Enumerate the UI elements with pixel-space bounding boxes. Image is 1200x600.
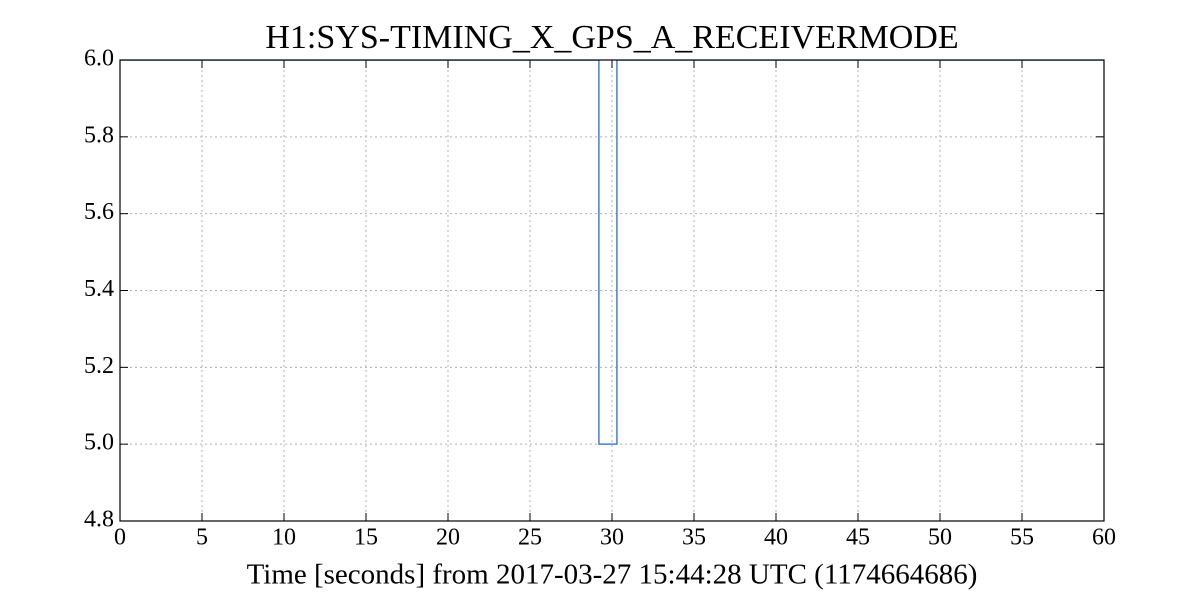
x-tick-label: 60	[1092, 525, 1116, 551]
y-tick-label: 5.0	[84, 430, 114, 456]
plot-area	[120, 60, 1104, 445]
y-tick-label: 5.6	[84, 199, 114, 225]
y-tick-label: 6.0	[84, 46, 114, 72]
y-tick-label: 4.8	[84, 507, 114, 533]
plot-frame	[119, 59, 1105, 522]
x-axis-label: Time [seconds] from 2017-03-27 15:44:28 …	[247, 559, 978, 591]
y-tick-label: 5.8	[84, 122, 114, 148]
x-tick-label: 5	[196, 525, 208, 551]
x-tick-label: 35	[682, 525, 706, 551]
x-tick-label: 45	[846, 525, 870, 551]
chart-title: H1:SYS-TIMING_X_GPS_A_RECEIVERMODE	[265, 19, 958, 56]
x-tick-label: 15	[354, 525, 378, 551]
x-tick-label: 10	[272, 525, 296, 551]
y-tick-label: 5.2	[84, 353, 114, 379]
x-tick-label: 40	[764, 525, 788, 551]
x-tick-label: 0	[114, 525, 126, 551]
x-tick-label: 30	[600, 525, 624, 551]
data-line	[120, 60, 1104, 445]
x-tick-label: 25	[518, 525, 542, 551]
x-tick-label: 50	[928, 525, 952, 551]
y-tick-label: 5.4	[84, 276, 114, 302]
x-tick-label: 55	[1010, 525, 1034, 551]
x-tick-label: 20	[436, 525, 460, 551]
